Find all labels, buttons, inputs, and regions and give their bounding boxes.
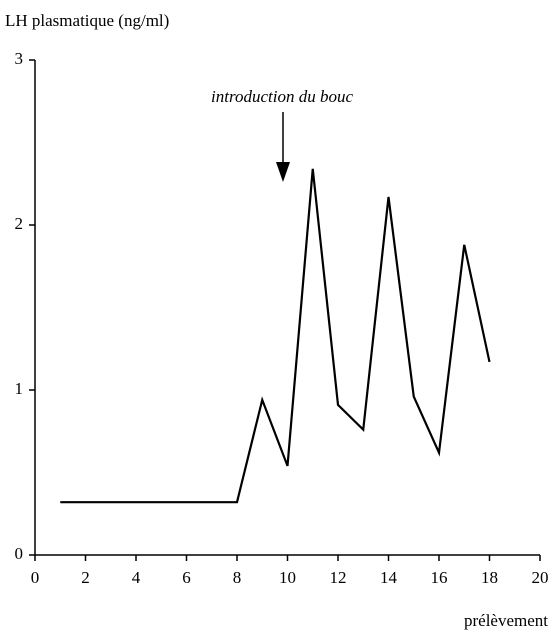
x-tick-label: 2	[81, 568, 90, 587]
data-line	[60, 168, 491, 504]
x-axis-label: prélèvement	[464, 611, 548, 630]
x-tick-label: 0	[31, 568, 40, 587]
x-tick-label: 18	[481, 568, 498, 587]
x-tick-label: 4	[132, 568, 141, 587]
x-tick-label: 6	[182, 568, 191, 587]
x-tick-label: 20	[532, 568, 549, 587]
y-tick-label: 1	[15, 379, 24, 398]
y-axis-label: LH plasmatique (ng/ml)	[5, 11, 169, 30]
annotation: introduction du bouc	[211, 87, 353, 106]
y-tick-label: 2	[15, 214, 24, 233]
y-tick-label: 3	[15, 49, 24, 68]
annotation-arrow-head	[276, 162, 290, 182]
y-tick-label: 0	[15, 544, 24, 563]
x-tick-label: 10	[279, 568, 296, 587]
x-tick-label: 14	[380, 568, 398, 587]
x-tick-label: 8	[233, 568, 242, 587]
x-tick-label: 12	[330, 568, 347, 587]
x-tick-label: 16	[431, 568, 448, 587]
